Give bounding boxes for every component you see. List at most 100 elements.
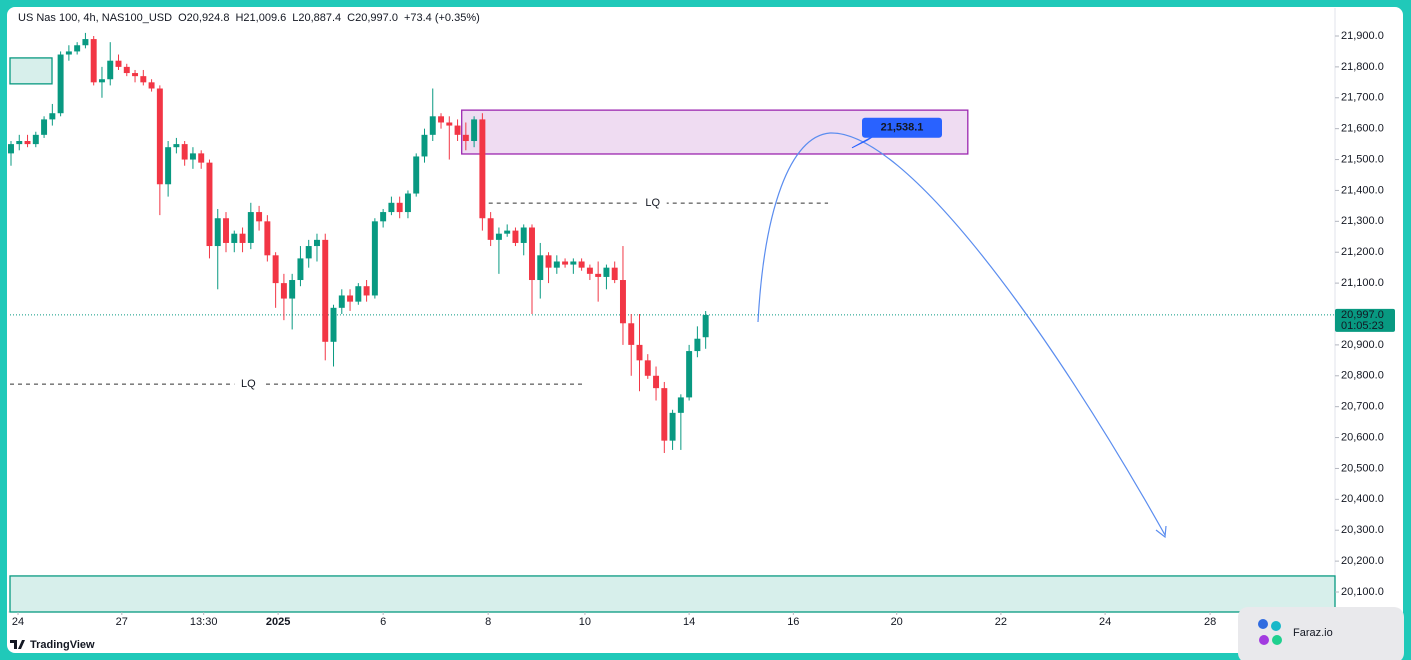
candle-body	[247, 212, 254, 243]
x-tick-label: 8	[485, 616, 491, 628]
candle-body	[495, 233, 502, 240]
x-tick-label: 24	[1099, 616, 1111, 628]
y-tick-label: 20,100.0	[1341, 586, 1384, 598]
lq-label: LQ	[241, 378, 256, 390]
candle-body	[49, 113, 56, 120]
candle-body	[562, 261, 569, 265]
candle-body	[421, 134, 428, 157]
candle-body	[264, 221, 271, 256]
y-tick-label: 21,800.0	[1341, 61, 1384, 73]
candle-body	[545, 255, 552, 268]
candle-body	[314, 239, 320, 247]
candle-body	[24, 141, 31, 145]
logo-dot	[1272, 635, 1282, 645]
y-tick-label: 20,700.0	[1341, 401, 1384, 413]
x-tick-label: 28	[1204, 616, 1216, 628]
watermark-box	[1238, 607, 1404, 660]
candle-body	[636, 344, 643, 361]
candle-body	[380, 212, 387, 222]
ohlc-open: O20,924.8	[178, 12, 229, 24]
candle-body	[504, 230, 511, 234]
y-tick-label: 20,800.0	[1341, 370, 1384, 382]
candle-body	[388, 202, 395, 213]
candle-body	[471, 119, 478, 142]
lq-label: LQ	[645, 197, 660, 209]
y-tick-label: 20,400.0	[1341, 493, 1384, 505]
watermark-text: Faraz.io	[1293, 627, 1333, 639]
zones	[9, 57, 1336, 613]
candle-body	[512, 230, 519, 243]
candle-body	[404, 193, 411, 213]
candle-body	[57, 54, 64, 114]
candle-body	[603, 267, 610, 277]
candle-body	[363, 286, 370, 296]
symbol-title: US Nas 100, 4h, NAS100_USD	[18, 12, 172, 24]
ohlc-low: L20,887.4	[292, 12, 341, 24]
candle-body	[446, 122, 453, 126]
ohlc-high: H21,009.6	[235, 12, 286, 24]
candle-body	[661, 388, 668, 441]
candle-body	[107, 60, 114, 80]
zone	[9, 575, 1336, 613]
candle-body	[289, 280, 296, 299]
logo-dot	[1259, 635, 1269, 645]
y-tick-label: 20,900.0	[1341, 339, 1384, 351]
candle-body	[156, 88, 163, 185]
candle-body	[462, 134, 469, 142]
tv-icon	[10, 640, 25, 649]
candle-body	[272, 255, 279, 284]
y-tick-label: 20,500.0	[1341, 462, 1384, 474]
candle-body	[586, 267, 593, 274]
candle-body	[611, 267, 618, 281]
candle-body	[98, 79, 105, 83]
candle-body	[181, 144, 188, 160]
candle-body	[223, 218, 229, 243]
candles	[8, 32, 709, 454]
candle-body	[413, 156, 420, 194]
x-tick-label: 20	[891, 616, 903, 628]
candle-body	[148, 82, 155, 89]
candle-body	[231, 233, 238, 243]
axes: 20,100.0 20,200.0 20,300.0 20,400.0 20,500.0…	[12, 30, 1395, 628]
change: +73.4 (+0.35%)	[404, 12, 480, 24]
candle-body	[198, 153, 205, 163]
candle-body	[396, 202, 403, 213]
y-tick-label: 21,100.0	[1341, 277, 1384, 289]
candle-body	[454, 125, 461, 135]
x-tick-label: 22	[995, 616, 1007, 628]
arrow-head	[1155, 525, 1167, 539]
x-tick-label: 2025	[266, 616, 290, 628]
candle-body	[16, 141, 23, 145]
candle-body	[239, 233, 246, 243]
candle-body	[529, 227, 535, 281]
candle-body	[305, 246, 312, 259]
candle-body	[578, 261, 585, 268]
y-tick-label: 20,600.0	[1341, 431, 1384, 443]
y-tick-label: 20,200.0	[1341, 555, 1384, 567]
x-tick-label: 27	[116, 616, 128, 628]
y-tick-label: 21,900.0	[1341, 30, 1384, 42]
candle-body	[338, 295, 345, 308]
watermark: Faraz.io	[1238, 607, 1404, 660]
projection-path	[757, 132, 1166, 536]
candle-body	[628, 323, 635, 345]
candle-body	[677, 397, 684, 413]
logo-dot	[1258, 619, 1268, 629]
x-tick-label: 24	[12, 616, 24, 628]
candle-body	[90, 39, 97, 83]
candle-body	[479, 119, 486, 219]
logo-dot	[1271, 621, 1281, 631]
candle-body	[355, 286, 362, 302]
candle-body	[686, 351, 693, 398]
x-tick-label: 6	[380, 616, 386, 628]
candle-body	[214, 218, 221, 247]
candle-body	[206, 162, 213, 247]
candle-body	[371, 221, 378, 296]
candle-body	[702, 314, 709, 338]
y-tick-label: 20,300.0	[1341, 524, 1384, 536]
y-tick-label: 21,400.0	[1341, 184, 1384, 196]
candle-body	[32, 134, 39, 145]
candle-body	[65, 51, 72, 55]
